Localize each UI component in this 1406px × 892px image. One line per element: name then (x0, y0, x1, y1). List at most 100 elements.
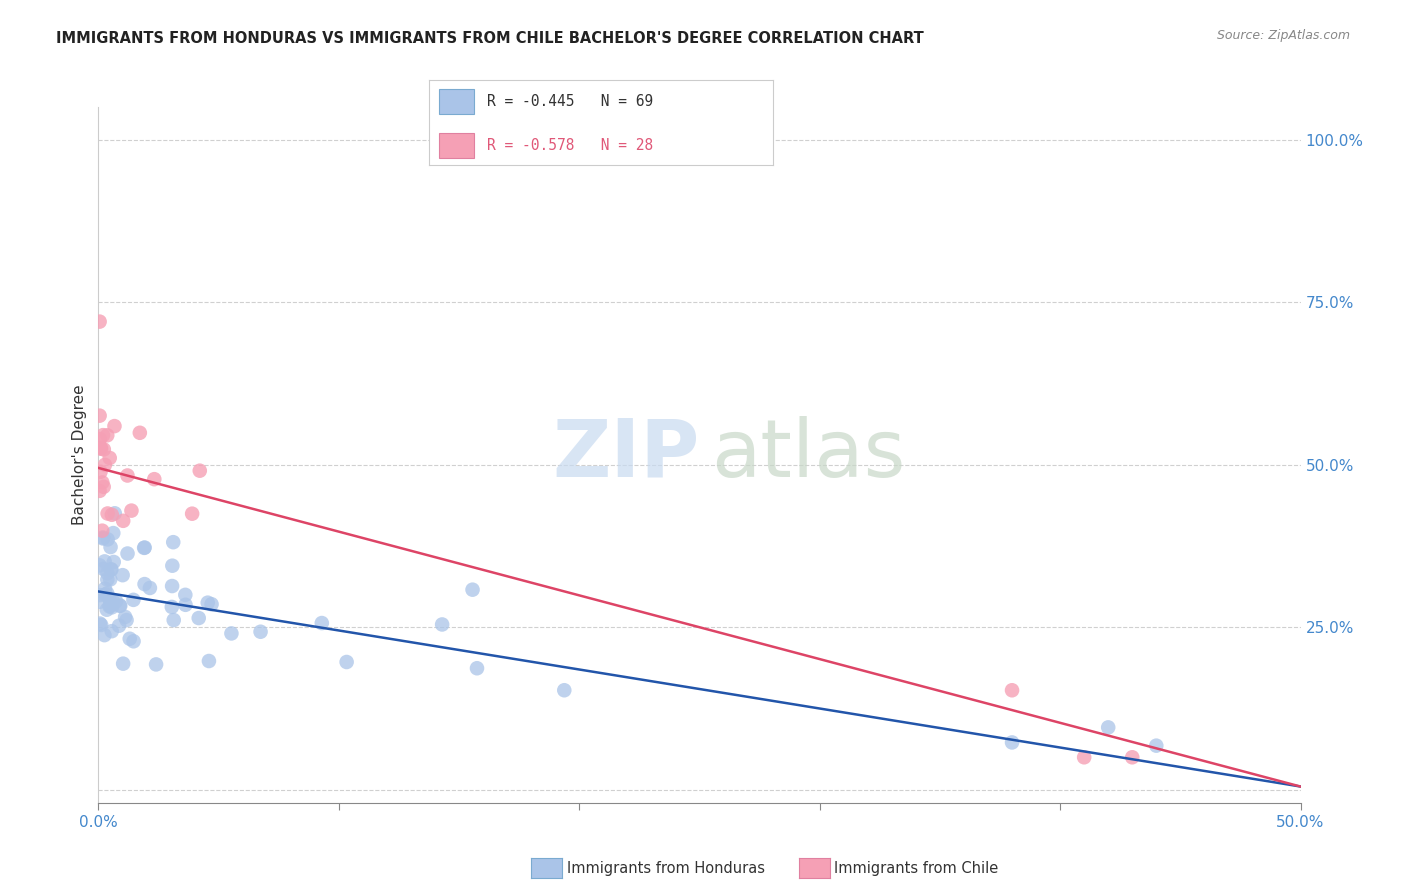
Point (134, 541, 156, 555)
Point (143, 472, 166, 486)
Point (91, 532, 114, 546)
Point (1073, 750, 1095, 764)
Point (1001, 735, 1024, 749)
Point (1097, 720, 1119, 734)
Point (162, 558, 184, 573)
Point (311, 615, 333, 630)
Point (91, 531, 114, 545)
Point (108, 618, 131, 632)
Point (94, 582, 117, 596)
Point (336, 655, 359, 669)
Point (1144, 739, 1167, 753)
Point (112, 514, 135, 528)
Point (89, 588, 111, 602)
Point (115, 613, 138, 627)
Point (122, 592, 145, 607)
Point (91, 428, 114, 442)
Point (90, 618, 112, 632)
Point (98, 594, 121, 608)
Point (145, 657, 167, 672)
Point (100, 563, 122, 577)
Point (465, 661, 488, 675)
Point (110, 599, 132, 613)
Point (1121, 750, 1143, 764)
Point (90, 442, 112, 456)
Point (101, 594, 124, 608)
Text: Source: ZipAtlas.com: Source: ZipAtlas.com (1216, 29, 1350, 42)
Point (162, 535, 184, 549)
Point (96, 603, 118, 617)
Point (100, 624, 122, 639)
Point (103, 526, 125, 541)
Point (188, 464, 211, 478)
Point (430, 617, 453, 632)
Point (1001, 683, 1024, 698)
Point (104, 506, 127, 520)
Point (122, 634, 145, 648)
Point (139, 581, 162, 595)
Point (197, 596, 219, 610)
Point (134, 577, 156, 591)
Point (118, 632, 141, 646)
Point (89, 558, 111, 573)
Point (93, 562, 115, 576)
Text: R = -0.578   N = 28: R = -0.578 N = 28 (488, 138, 654, 153)
Point (174, 598, 197, 612)
Point (96, 566, 118, 581)
Bar (439, 133, 474, 158)
Point (117, 468, 139, 483)
Point (198, 654, 221, 668)
Point (160, 579, 183, 593)
Point (134, 541, 156, 555)
Point (112, 657, 135, 671)
Point (93, 442, 115, 457)
Point (98, 599, 121, 613)
Point (98, 599, 121, 614)
Point (89, 616, 111, 631)
Point (117, 547, 139, 561)
Point (94, 458, 117, 472)
Point (93, 554, 115, 568)
Point (98, 573, 121, 587)
Text: atlas: atlas (711, 416, 905, 494)
Point (187, 611, 209, 625)
Text: Immigrants from Chile: Immigrants from Chile (834, 862, 998, 876)
Point (461, 582, 484, 597)
Point (89, 409, 111, 423)
Point (96, 586, 118, 600)
Point (97, 533, 120, 547)
Point (108, 599, 131, 613)
Point (93, 628, 115, 642)
Point (174, 588, 197, 602)
Point (111, 568, 134, 582)
Point (100, 540, 122, 554)
Point (91, 524, 114, 538)
Point (200, 597, 222, 611)
Point (91, 475, 114, 490)
Text: R = -0.445   N = 69: R = -0.445 N = 69 (488, 94, 654, 109)
Bar (439, 89, 474, 114)
Point (94, 588, 117, 602)
Point (181, 507, 204, 521)
Point (89, 483, 111, 498)
Point (89, 595, 111, 609)
Point (105, 594, 128, 608)
Point (89, 465, 111, 479)
Point (221, 626, 243, 640)
Point (103, 419, 125, 434)
Point (93, 480, 115, 494)
Point (101, 600, 124, 615)
Point (97, 507, 120, 521)
Point (553, 683, 575, 698)
Point (98, 450, 121, 465)
Point (163, 613, 186, 627)
Point (89, 315, 111, 329)
Text: Immigrants from Honduras: Immigrants from Honduras (567, 862, 765, 876)
Point (128, 425, 150, 440)
Point (96, 573, 118, 587)
Y-axis label: Bachelor's Degree: Bachelor's Degree (72, 384, 87, 525)
Text: ZIP: ZIP (553, 416, 700, 494)
Point (96, 428, 118, 442)
Point (160, 599, 183, 614)
Point (114, 610, 136, 624)
